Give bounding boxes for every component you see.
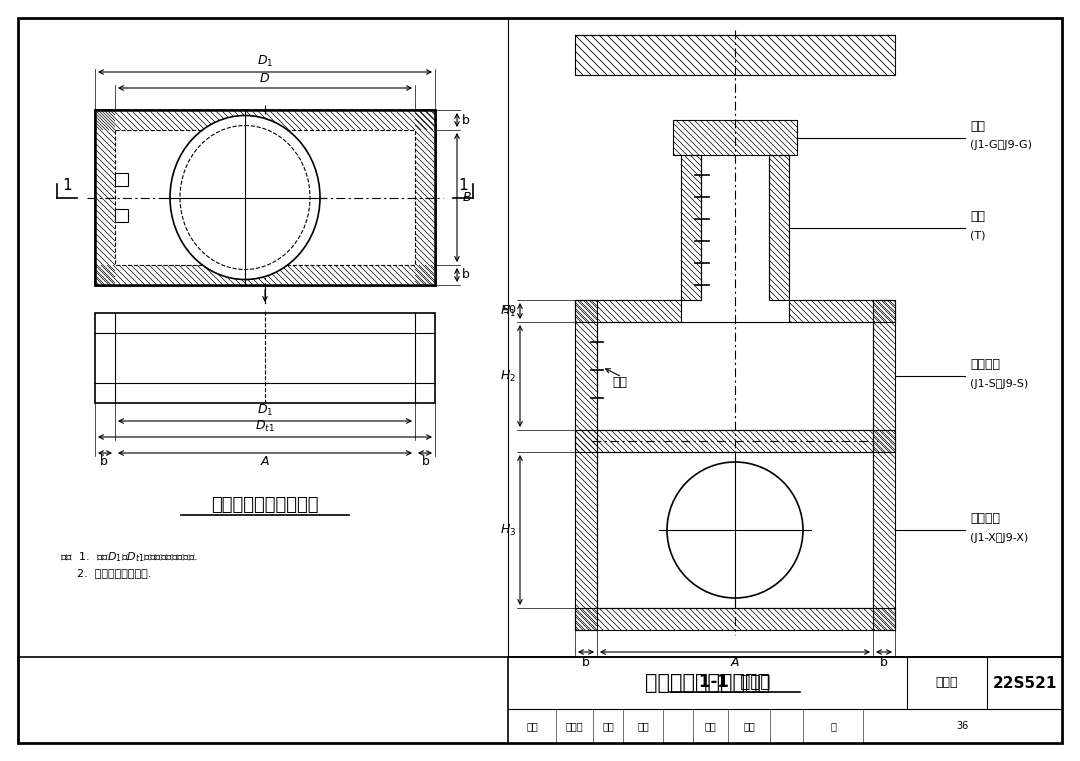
Text: $A$: $A$ (730, 656, 740, 669)
Text: 爬梯: 爬梯 (612, 375, 627, 389)
Text: 陈辉: 陈辉 (743, 721, 755, 731)
Bar (95, 110, 435, 285)
Text: $H_2$: $H_2$ (500, 368, 516, 384)
Bar (114, 209, 129, 221)
Text: b: b (422, 455, 430, 468)
Bar (575, 300, 681, 322)
Text: 36: 36 (957, 721, 969, 731)
Bar (95, 110, 435, 130)
Text: $D$: $D$ (259, 72, 270, 85)
Text: b: b (582, 656, 590, 669)
Text: $D_1$: $D_1$ (257, 54, 273, 69)
Text: 2.  图中爬梯仅为示意.: 2. 图中爬梯仅为示意. (77, 568, 151, 578)
Bar (575, 608, 895, 630)
Text: $B$: $B$ (462, 191, 472, 204)
Text: $A$: $A$ (260, 455, 270, 468)
Bar (95, 265, 435, 285)
Circle shape (667, 462, 804, 598)
Bar (575, 608, 895, 630)
Ellipse shape (170, 116, 320, 279)
Text: 50: 50 (502, 305, 516, 315)
Bar (873, 300, 895, 630)
Bar (673, 120, 797, 155)
Text: 页: 页 (831, 721, 836, 731)
Bar (95, 110, 114, 285)
Text: b: b (100, 455, 108, 468)
Bar (95, 110, 435, 285)
Text: b: b (462, 113, 470, 126)
Bar (575, 300, 597, 630)
Text: 图集号: 图集号 (935, 677, 958, 689)
Bar (575, 430, 895, 452)
Bar (575, 430, 895, 452)
Text: 盖板: 盖板 (970, 119, 985, 132)
Text: 22S521: 22S521 (993, 676, 1057, 690)
Text: 王贾明: 王贾明 (566, 721, 583, 731)
Text: 上部井室: 上部井室 (970, 358, 1000, 371)
Text: (J1-G～J9-G): (J1-G～J9-G) (970, 141, 1032, 151)
Bar (575, 300, 597, 630)
Text: 校对: 校对 (603, 721, 613, 731)
Bar (873, 300, 895, 630)
Bar (114, 173, 129, 186)
Text: 井筒: 井筒 (970, 209, 985, 222)
Bar (575, 300, 681, 322)
Text: (J1-X～J9-X): (J1-X～J9-X) (970, 533, 1028, 543)
Text: 下部井室: 下部井室 (970, 512, 1000, 525)
Text: 矩形直线检查井平面图: 矩形直线检查井平面图 (212, 496, 319, 514)
Bar (789, 300, 895, 322)
Text: (T): (T) (970, 231, 986, 240)
Bar (769, 155, 789, 300)
Text: 1-1  剖面图: 1-1 剖面图 (700, 673, 771, 691)
Bar (508, 657, 1062, 743)
Text: $D_{t1}$: $D_{t1}$ (255, 419, 275, 434)
Text: 矩形直线检查井装配图: 矩形直线检查井装配图 (645, 673, 770, 693)
Bar (415, 110, 435, 285)
Text: b: b (880, 656, 888, 669)
Bar (575, 35, 895, 75)
Text: $D_1$: $D_1$ (257, 403, 273, 418)
Bar (673, 120, 797, 155)
Bar (681, 155, 701, 300)
Text: 设计: 设计 (704, 721, 716, 731)
Text: 1: 1 (63, 178, 71, 193)
Bar (114, 130, 415, 265)
Text: $H_3$: $H_3$ (500, 523, 516, 537)
Text: $H_1$: $H_1$ (500, 304, 516, 319)
Bar (575, 35, 895, 75)
Text: 翟面: 翟面 (637, 721, 649, 731)
Text: 1: 1 (458, 178, 468, 193)
Text: 注：  1.  图中$D_1$、$D_{t1}$为检查井预留孔孔径.: 注： 1. 图中$D_1$、$D_{t1}$为检查井预留孔孔径. (60, 550, 198, 564)
Bar (769, 155, 789, 300)
Bar (789, 300, 895, 322)
Text: b: b (462, 269, 470, 282)
Text: (J1-S～J9-S): (J1-S～J9-S) (970, 379, 1028, 389)
Bar (95, 313, 435, 403)
Bar (681, 155, 701, 300)
Text: 审核: 审核 (526, 721, 538, 731)
